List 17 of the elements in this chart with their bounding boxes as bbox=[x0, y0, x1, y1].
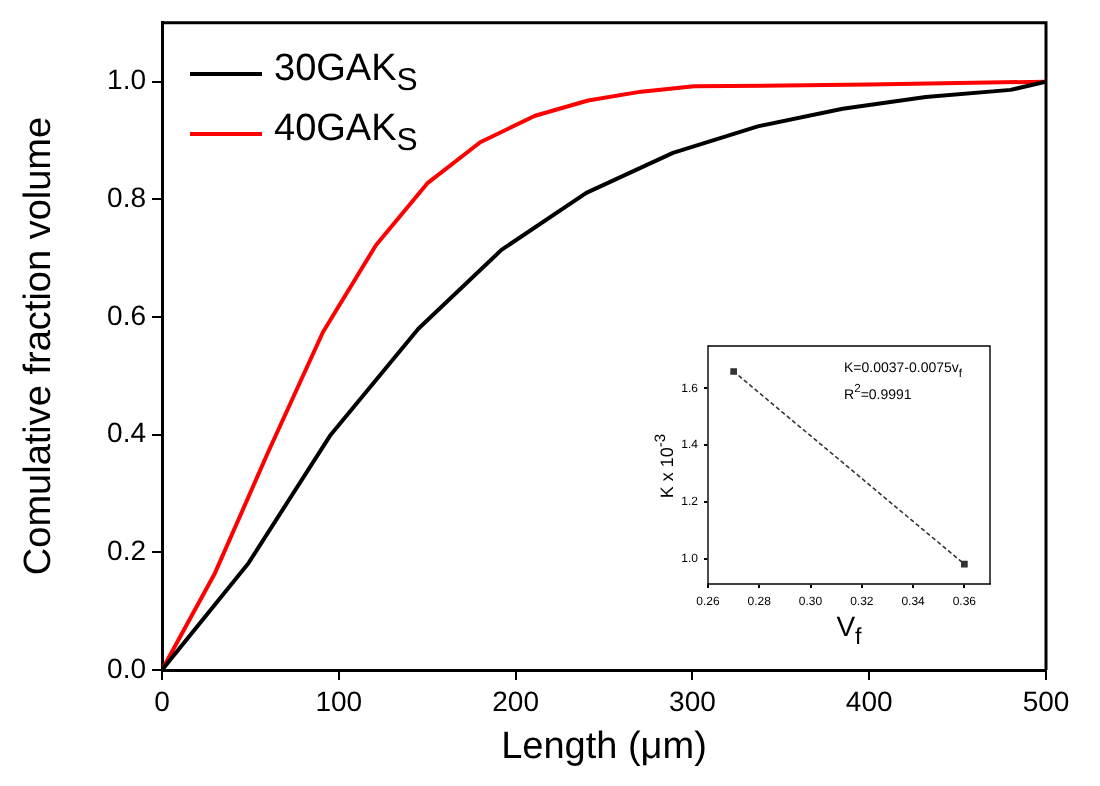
legend-label: 30GAK$_{S}$ bbox=[274, 48, 418, 100]
x-tick-label: 0 bbox=[154, 684, 171, 717]
y-tick-label: 1.0 bbox=[107, 63, 147, 96]
x-tick-label: 500 bbox=[1022, 684, 1070, 717]
x-tick-label: 400 bbox=[845, 684, 893, 717]
y-tick-label: 0.0 bbox=[107, 651, 147, 684]
x-tick-label: 100 bbox=[315, 684, 363, 717]
y-tick-label: 0.2 bbox=[107, 534, 147, 567]
y-tick-label: 0.8 bbox=[107, 181, 147, 214]
x-axis-title: V$_{f}$ bbox=[836, 610, 862, 650]
y-tick-label: 0.4 bbox=[107, 416, 147, 449]
legend-label: 40GAK$_{S}$ bbox=[274, 108, 418, 160]
x-tick-label: 200 bbox=[492, 684, 540, 717]
y-axis-title: Comulative fraction volume bbox=[18, 116, 62, 576]
x-axis-title: Length (μm) bbox=[501, 726, 707, 770]
y-tick-label: 0.6 bbox=[107, 298, 147, 331]
x-tick-label: 300 bbox=[669, 684, 717, 717]
